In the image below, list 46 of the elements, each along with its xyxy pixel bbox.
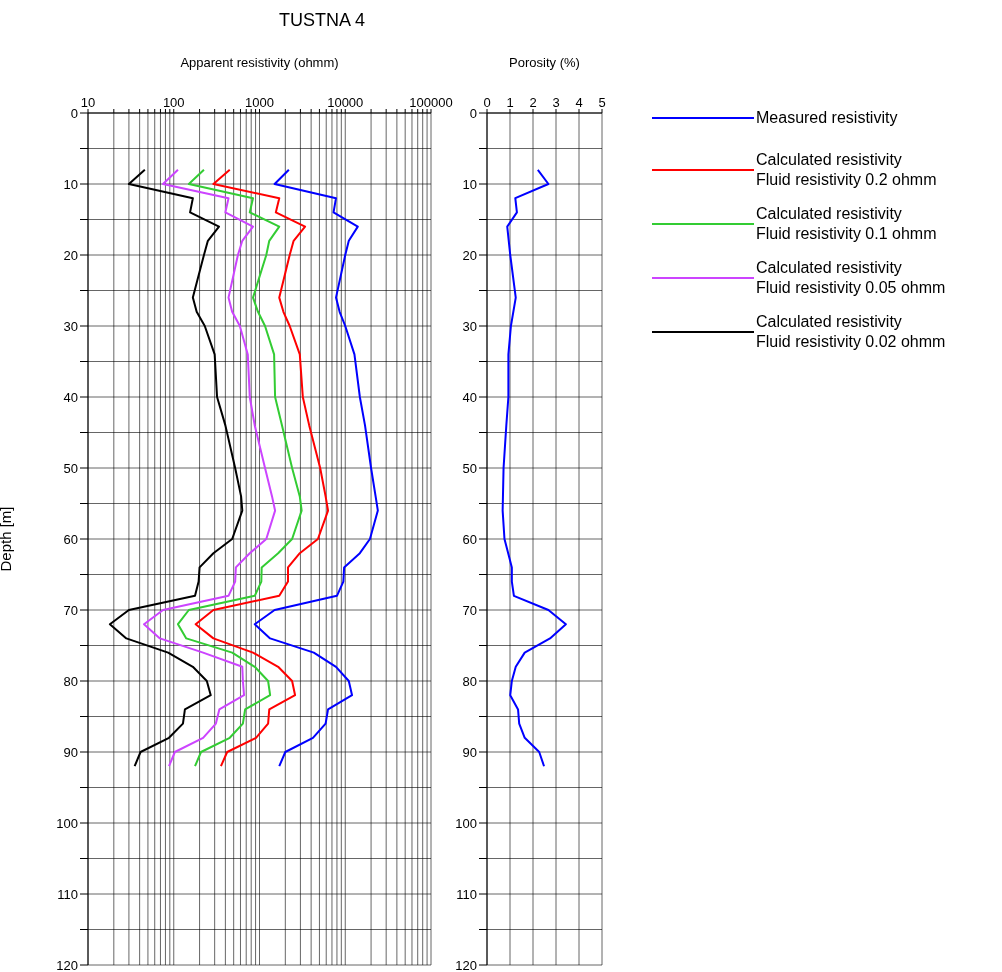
- y-tick-label: 10: [63, 176, 78, 192]
- y-tick-label: 80: [63, 673, 78, 689]
- y-tick-label: 0: [70, 105, 78, 121]
- y-tick-label: 120: [455, 957, 477, 972]
- y-tick-label: 90: [462, 744, 477, 760]
- x-tick-label: 10: [80, 95, 96, 110]
- y-tick-label: 80: [462, 673, 477, 689]
- y-tick-label: 30: [63, 318, 78, 334]
- y-tick-label: 40: [63, 389, 78, 405]
- x-axis-title: Apparent resistivity (ohmm): [180, 55, 339, 71]
- x-tick-label: 4: [575, 95, 583, 110]
- y-tick-label: 110: [456, 886, 477, 902]
- chart-title: TUSTNA 4: [278, 10, 366, 31]
- x-tick-label: 2: [529, 95, 537, 110]
- x-tick-label: 1000: [245, 95, 274, 110]
- y-tick-label: 60: [63, 531, 78, 547]
- y-tick-label: 20: [63, 247, 78, 263]
- y-tick-label: 30: [462, 318, 477, 334]
- y-tick-label: 20: [462, 247, 477, 263]
- text: Calculated resistivity Fluid resistivity 0.05 ohmm: [756, 258, 946, 298]
- y-tick-label: 110: [57, 886, 78, 902]
- x-tick-label: 100: [162, 95, 185, 110]
- x-tick-label: 3: [552, 95, 560, 110]
- text: Measured resistivity: [756, 108, 898, 128]
- x-tick-label: 5: [598, 95, 606, 110]
- y-axis-title: Depth [m]: [0, 506, 15, 572]
- y-tick-label: 90: [63, 744, 78, 760]
- y-tick-label: 40: [462, 389, 477, 405]
- y-tick-label: 0: [469, 105, 477, 121]
- x-axis-title: Porosity (%): [509, 55, 580, 71]
- y-tick-label: 60: [462, 531, 477, 547]
- y-tick-label: 120: [56, 957, 78, 972]
- x-tick-label: 1: [506, 95, 514, 110]
- text: Calculated resistivity Fluid resistivity 0.1 ohmm: [756, 204, 937, 244]
- y-tick-label: 100: [56, 815, 78, 831]
- x-tick-label: 10000: [327, 95, 364, 110]
- x-tick-label: 100000: [409, 95, 453, 110]
- text: Calculated resistivity Fluid resistivity 0.02 ohmm: [756, 312, 946, 352]
- text: Calculated resistivity Fluid resistivity 0.2 ohmm: [756, 150, 937, 190]
- y-tick-label: 70: [462, 602, 477, 618]
- y-tick-label: 70: [63, 602, 78, 618]
- y-tick-label: 10: [462, 176, 477, 192]
- x-tick-label: 0: [483, 95, 491, 110]
- y-tick-label: 50: [462, 460, 477, 476]
- y-tick-label: 50: [63, 460, 78, 476]
- y-tick-label: 100: [455, 815, 477, 831]
